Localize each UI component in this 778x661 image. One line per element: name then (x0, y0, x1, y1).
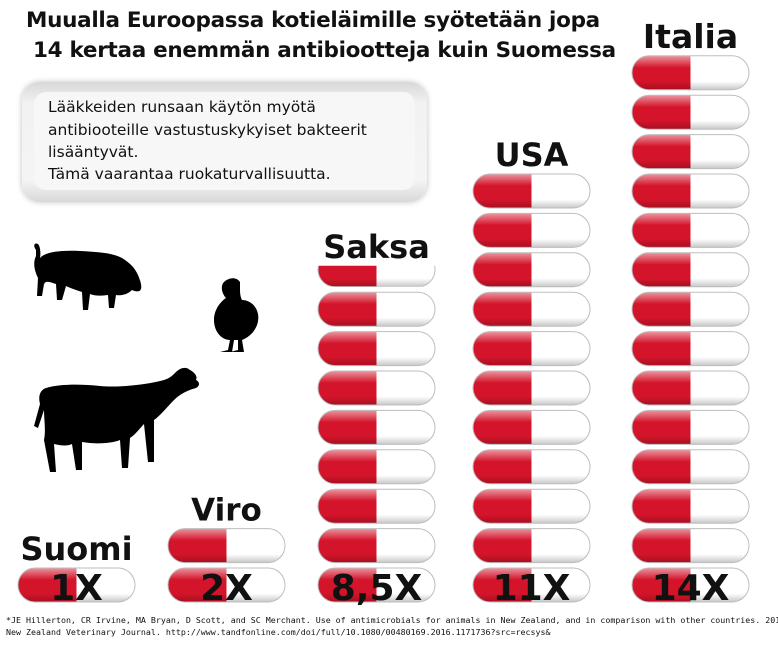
pill-2-1 (317, 528, 436, 564)
pill-3-3 (472, 449, 591, 485)
pill-4-4 (631, 409, 750, 445)
chart-title: Muualla Euroopassa kotieläimille syötetä… (26, 6, 626, 66)
pill-4-1 (631, 528, 750, 564)
pill-4-8 (631, 252, 750, 288)
pill-4-10 (631, 173, 750, 209)
pill-1-0 (167, 567, 286, 603)
pill-2-6 (317, 331, 436, 367)
cow-icon (34, 367, 199, 472)
category-label-italia: Italia (643, 17, 738, 56)
pill-2-3 (317, 449, 436, 485)
category-label-viro: Viro (191, 493, 262, 529)
pill-3-0 (472, 567, 591, 603)
pill-4-5 (631, 370, 750, 406)
value-label-usa: 11X (493, 568, 571, 609)
pill-2-4 (317, 409, 436, 445)
note-line-3: lisääntyvät. (48, 143, 139, 161)
pill-3-7 (472, 291, 591, 327)
pill-4-0 (631, 567, 750, 603)
title-line-2: 14 kertaa enemmän antibiootteja kuin Suo… (33, 38, 616, 63)
pill-4-6 (631, 331, 750, 367)
pill-2-partial (317, 265, 436, 287)
pill-2-7 (317, 291, 436, 327)
bar-italia (631, 55, 750, 603)
pill-3-8 (472, 252, 591, 288)
pill-4-12 (631, 94, 750, 130)
note-line-1: Lääkkeiden runsaan käytön myötä (48, 98, 316, 116)
pill-3-1 (472, 528, 591, 564)
pill-0-0 (17, 567, 136, 603)
duck-icon (214, 278, 259, 352)
pill-3-6 (472, 331, 591, 367)
info-note-box (22, 82, 427, 202)
pill-3-5 (472, 370, 591, 406)
note-line-4: Tämä vaarantaa ruokaturvallisuutta. (48, 165, 331, 183)
title-line-1: Muualla Euroopassa kotieläimille syötetä… (26, 8, 600, 33)
value-label-viro: 2X (200, 568, 253, 609)
footnote-line-2: New Zealand Veterinary Journal. http://w… (6, 627, 551, 637)
bar-usa (472, 173, 591, 603)
pill-2-0 (317, 567, 436, 603)
pill-4-9 (631, 212, 750, 248)
pill-4-2 (631, 488, 750, 524)
note-line-2: antibiooteille vastustuskykyiset bakteer… (48, 121, 367, 139)
pill-3-10 (472, 173, 591, 209)
bar-viro (167, 528, 286, 603)
value-label-saksa: 8,5X (331, 568, 423, 609)
bar-saksa (317, 265, 436, 603)
pill-4-7 (631, 291, 750, 327)
bar-suomi (17, 567, 136, 603)
value-label-suomi: 1X (50, 568, 103, 609)
pill-1-1 (167, 528, 286, 564)
footnote-line-1: *JE Hillerton, CR Irvine, MA Bryan, D Sc… (6, 615, 778, 625)
category-label-usa: USA (495, 136, 569, 174)
value-label-italia: 14X (652, 568, 730, 609)
pill-4-11 (631, 134, 750, 170)
source-footnote: *JE Hillerton, CR Irvine, MA Bryan, D Sc… (6, 614, 778, 638)
pill-3-9 (472, 212, 591, 248)
pig-icon (34, 243, 142, 310)
pill-4-3 (631, 449, 750, 485)
pill-4-13 (631, 55, 750, 91)
pill-2-2 (317, 488, 436, 524)
category-label-saksa: Saksa (323, 228, 430, 266)
pill-3-2 (472, 488, 591, 524)
pill-2-5 (317, 370, 436, 406)
pill-3-4 (472, 409, 591, 445)
category-label-suomi: Suomi (20, 530, 132, 568)
